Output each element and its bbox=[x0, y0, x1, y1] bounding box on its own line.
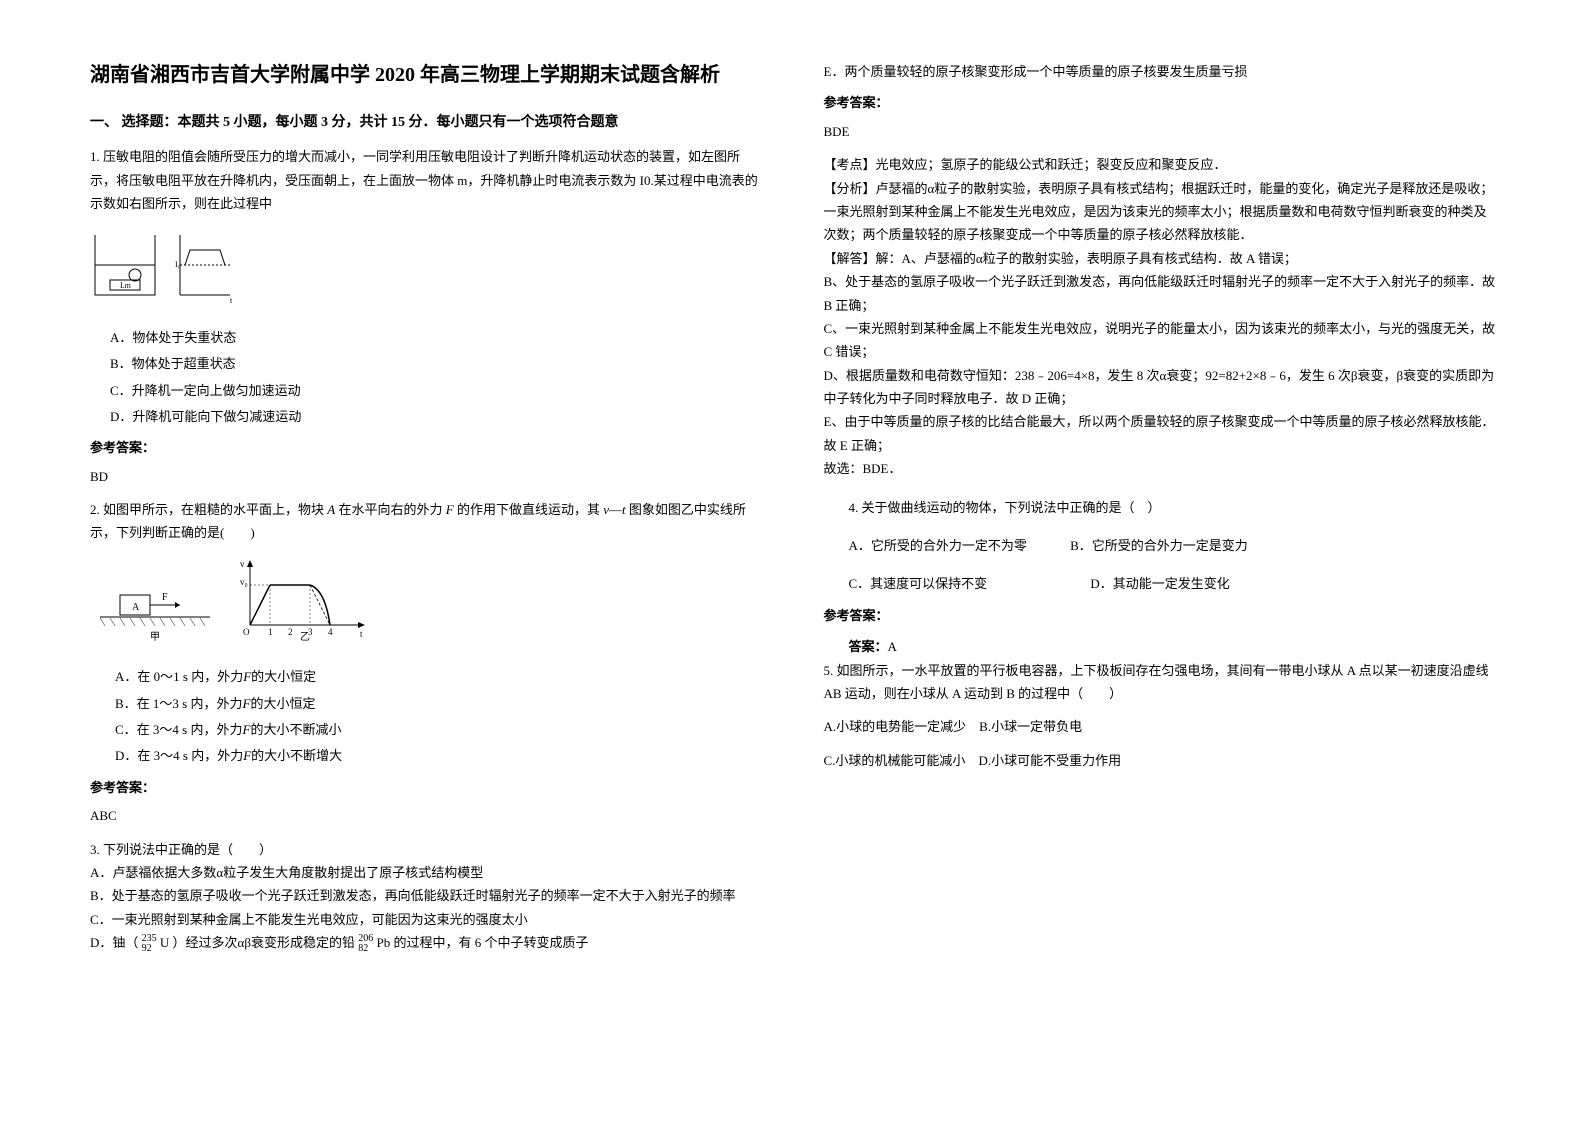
svg-text:2: 2 bbox=[288, 627, 293, 637]
q2-opt-a: A．在 0～1 s 内，外力F的大小恒定 bbox=[90, 665, 764, 688]
q3-solve-c: C、一束光照射到某种金属上不能发生光电效应，说明光子的能量太小，因为该束光的频率… bbox=[824, 317, 1498, 364]
q3-solve: 【解答】解：A、卢瑟福的α粒子的散射实验，表明原子具有核式结构．故 A 错误； bbox=[824, 247, 1498, 270]
svg-text:I.m: I.m bbox=[120, 281, 132, 290]
q3-opt-a: A．卢瑟福依据大多数α粒子发生大角度散射提出了原子核式结构模型 bbox=[90, 861, 764, 884]
q2-answer: ABC bbox=[90, 804, 764, 827]
svg-text:v₀: v₀ bbox=[240, 577, 248, 587]
q3-conclusion: 故选：BDE． bbox=[824, 457, 1498, 480]
svg-text:乙: 乙 bbox=[300, 631, 310, 643]
q1-answer-label: 参考答案： bbox=[90, 436, 764, 459]
svg-text:1: 1 bbox=[268, 627, 273, 637]
q5-opt-a: A.小球的电势能一定减少 bbox=[824, 719, 967, 734]
q5-text: 5. 如图所示，一水平放置的平行板电容器，上下极板间存在匀强电场，其间有一带电小… bbox=[824, 659, 1498, 706]
q3-opt-e: E．两个质量较轻的原子核聚变形成一个中等质量的原子核要发生质量亏损 bbox=[824, 60, 1498, 83]
q3-answer-label: 参考答案： bbox=[824, 91, 1498, 114]
q4-opt-a: A．它所受的合外力一定不为零 bbox=[849, 534, 1027, 557]
q4-opt-c: C．其速度可以保持不变 bbox=[849, 572, 988, 595]
q5-opt-b: B.小球一定带负电 bbox=[979, 719, 1082, 734]
q3-answer: BDE bbox=[824, 120, 1498, 143]
question-4: 4. 关于做曲线运动的物体，下列说法中正确的是（ ） A．它所受的合外力一定不为… bbox=[824, 496, 1498, 596]
q2-opt-d: D．在 3～4 s 内，外力F的大小不断增大 bbox=[90, 744, 764, 767]
q3-opt-d: D．铀（ 235 92 U ）经过多次αβ衰变形成稳定的铅 206 82 Pb … bbox=[90, 931, 764, 954]
q3-explain: 【考点】光电效应；氢原子的能级公式和跃迁；裂变反应和聚变反应． bbox=[824, 153, 1498, 176]
q3-text: 3. 下列说法中正确的是（ ） bbox=[90, 838, 764, 861]
q4-text: 4. 关于做曲线运动的物体，下列说法中正确的是（ ） bbox=[849, 496, 1498, 519]
svg-text:t: t bbox=[230, 296, 233, 305]
q1-text: 1. 压敏电阻的阻值会随所受压力的增大而减小，一同学利用压敏电阻设计了判断升降机… bbox=[90, 145, 764, 215]
svg-text:F: F bbox=[162, 592, 168, 603]
q1-answer: BD bbox=[90, 465, 764, 488]
circuit-diagram: I.m I₀ t bbox=[90, 225, 240, 305]
svg-text:A: A bbox=[132, 602, 140, 613]
q4-row2: C．其速度可以保持不变 D．其动能一定发生变化 bbox=[849, 572, 1498, 595]
q1-opt-b: B．物体处于超重状态 bbox=[90, 352, 764, 375]
q4-opt-b: B．它所受的合外力一定是变力 bbox=[1070, 534, 1248, 557]
graph-diagram: A F 甲 v v₀ bbox=[90, 555, 370, 645]
q3-solve-d: D、根据质量数和电荷数守恒知：238﹣206=4×8，发生 8 次α衰变；92=… bbox=[824, 364, 1498, 411]
svg-text:甲: 甲 bbox=[150, 632, 160, 643]
question-1: 1. 压敏电阻的阻值会随所受压力的增大而减小，一同学利用压敏电阻设计了判断升降机… bbox=[90, 145, 764, 488]
q4-row1: A．它所受的合外力一定不为零 B．它所受的合外力一定是变力 bbox=[849, 534, 1498, 557]
svg-text:v: v bbox=[240, 559, 245, 569]
q1-opt-d: D．升降机可能向下做匀减速运动 bbox=[90, 405, 764, 428]
q3-solve-e: E、由于中等质量的原子核的比结合能最大，所以两个质量较轻的原子核聚变成一个中等质… bbox=[824, 410, 1498, 457]
svg-text:O: O bbox=[243, 627, 250, 637]
q2-answer-label: 参考答案： bbox=[90, 776, 764, 799]
q5-row1: A.小球的电势能一定减少 B.小球一定带负电 bbox=[824, 715, 1498, 738]
svg-text:t: t bbox=[360, 629, 363, 639]
q3-opt-b: B．处于基态的氢原子吸收一个光子跃迁到激发态，再向低能级跃迁时辐射光子的频率一定… bbox=[90, 884, 764, 907]
question-2: 2. 如图甲所示，在粗糙的水平面上，物块 A 在水平向右的外力 F 的作用下做直… bbox=[90, 498, 764, 828]
svg-text:I₀: I₀ bbox=[175, 260, 181, 269]
right-column: E．两个质量较轻的原子核聚变形成一个中等质量的原子核要发生质量亏损 参考答案： … bbox=[824, 60, 1498, 1062]
question-3: 3. 下列说法中正确的是（ ） A．卢瑟福依据大多数α粒子发生大角度散射提出了原… bbox=[90, 838, 764, 955]
q5-opt-d: D.小球可能不受重力作用 bbox=[978, 753, 1121, 768]
q5-row2: C.小球的机械能可能减小 D.小球可能不受重力作用 bbox=[824, 749, 1498, 772]
q3-opt-c: C．一束光照射到某种金属上不能发生光电效应，可能因为这束光的强度太小 bbox=[90, 908, 764, 931]
q4-answer-label: 参考答案： bbox=[824, 604, 1498, 627]
q3-analysis: 【分析】卢瑟福的α粒子的散射实验，表明原子具有核式结构；根据跃迁时，能量的变化，… bbox=[824, 177, 1498, 247]
document-title: 湖南省湘西市吉首大学附属中学 2020 年高三物理上学期期末试题含解析 bbox=[90, 60, 764, 90]
q3-solve-b: B、处于基态的氢原子吸收一个光子跃迁到激发态，再向低能级跃迁时辐射光子的频率一定… bbox=[824, 270, 1498, 317]
section-header: 一、 选择题：本题共 5 小题，每小题 3 分，共计 15 分．每小题只有一个选… bbox=[90, 110, 764, 135]
q2-text: 2. 如图甲所示，在粗糙的水平面上，物块 A 在水平向右的外力 F 的作用下做直… bbox=[90, 498, 764, 545]
q1-opt-c: C．升降机一定向上做匀加速运动 bbox=[90, 379, 764, 402]
left-column: 湖南省湘西市吉首大学附属中学 2020 年高三物理上学期期末试题含解析 一、 选… bbox=[90, 60, 764, 1062]
question-5: 5. 如图所示，一水平放置的平行板电容器，上下极板间存在匀强电场，其间有一带电小… bbox=[824, 659, 1498, 773]
svg-text:4: 4 bbox=[328, 627, 333, 637]
q4-opt-d: D．其动能一定发生变化 bbox=[1090, 572, 1229, 595]
q5-opt-c: C.小球的机械能可能减小 bbox=[824, 753, 966, 768]
q2-opt-c: C．在 3～4 s 内，外力F的大小不断减小 bbox=[90, 718, 764, 741]
q4-answer: 答案：A bbox=[824, 635, 1498, 658]
q1-opt-a: A．物体处于失重状态 bbox=[90, 326, 764, 349]
q2-opt-b: B．在 1～3 s 内，外力F的大小恒定 bbox=[90, 692, 764, 715]
